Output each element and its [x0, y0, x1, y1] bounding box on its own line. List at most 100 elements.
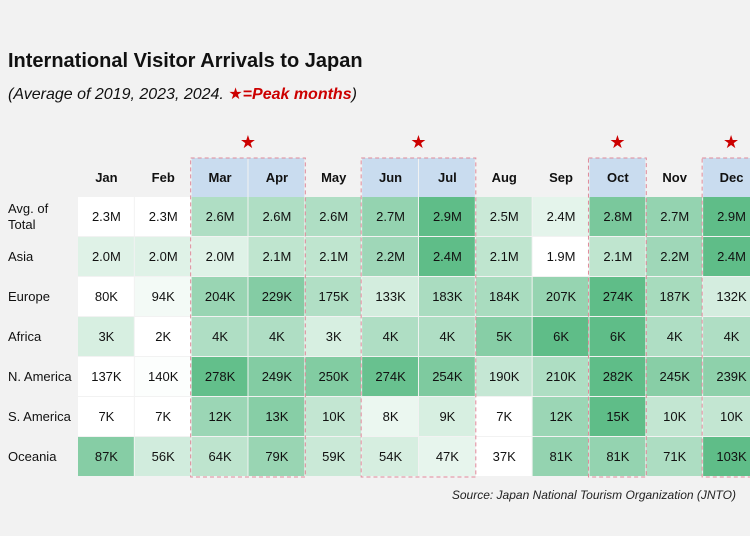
heatmap-cell: [418, 197, 475, 236]
heatmap-cell: [78, 277, 134, 316]
heatmap-cell: [703, 197, 750, 236]
cell-label: 2.9M: [717, 209, 746, 224]
column-header-aug: Aug: [492, 170, 517, 185]
heatmap-cell: [532, 397, 589, 436]
cell-label: 6K: [610, 329, 626, 344]
heatmap-cell: [589, 197, 646, 236]
heatmap-cell: [305, 197, 362, 236]
heatmap-cell: [362, 397, 418, 436]
heatmap-cell: [78, 317, 134, 356]
heatmap-cell: [78, 237, 134, 276]
heatmap-cell: [362, 277, 418, 316]
cell-label: 10K: [663, 409, 686, 424]
row-label-europe: Europe: [8, 289, 50, 304]
heatmap-cell: [703, 357, 750, 396]
peak-group-border: [587, 157, 647, 478]
heatmap-cell: [134, 277, 191, 316]
cell-label: 274K: [603, 289, 634, 304]
cell-label: 2.1M: [603, 249, 632, 264]
heatmap-cell: [134, 437, 191, 476]
heatmap-cell: [248, 357, 305, 396]
heatmap-cell: [305, 277, 362, 316]
cell-label: 2.7M: [660, 209, 689, 224]
cell-label: 5K: [496, 329, 512, 344]
heatmap-cell: [305, 237, 362, 276]
cell-label: 2.6M: [262, 209, 291, 224]
cell-label: 10K: [720, 409, 743, 424]
heatmap-cell: [475, 397, 532, 436]
cell-label: 274K: [375, 369, 406, 384]
heatmap-cell: [134, 317, 191, 356]
cell-label: 190K: [489, 369, 520, 384]
cell-label: 2.6M: [319, 209, 348, 224]
heatmap-cell: [134, 357, 191, 396]
heatmap-cell: [475, 357, 532, 396]
heatmap-cell: [589, 357, 646, 396]
row-label-n-america: N. America: [8, 369, 72, 384]
heatmap-cell: [191, 237, 248, 276]
cell-label: 140K: [148, 369, 179, 384]
cell-label: 7K: [496, 409, 512, 424]
heatmap-cell: [78, 397, 134, 436]
cell-label: 81K: [606, 449, 629, 464]
heatmap-cell: [646, 237, 703, 276]
heatmap-cell: [532, 357, 589, 396]
cell-label: 3K: [98, 329, 114, 344]
heatmap-cell: [589, 397, 646, 436]
heatmap-cell: [248, 437, 305, 476]
cell-label: 250K: [319, 369, 350, 384]
heatmap-cell: [191, 437, 248, 476]
column-header-jul: Jul: [438, 170, 457, 185]
cell-label: 47K: [436, 449, 459, 464]
cell-label: 254K: [432, 369, 463, 384]
cell-label: 2K: [155, 329, 171, 344]
cell-label: 87K: [95, 449, 118, 464]
cell-label: 15K: [606, 409, 629, 424]
row-label-s-america: S. America: [8, 409, 72, 424]
cell-label: 207K: [546, 289, 577, 304]
column-header-mar: Mar: [209, 170, 232, 185]
subtitle-star: ★: [228, 86, 243, 103]
cell-label: 64K: [209, 449, 232, 464]
cell-label: 132K: [716, 289, 747, 304]
cell-label: 56K: [152, 449, 175, 464]
heatmap-cell: [418, 237, 475, 276]
heatmap-cell: [362, 237, 418, 276]
heatmap-cell: [78, 197, 134, 236]
cell-label: 103K: [716, 449, 747, 464]
heatmap-cell: [589, 437, 646, 476]
cell-label: 2.3M: [149, 209, 178, 224]
heatmap-cell: [78, 357, 134, 396]
heatmap-cell: [646, 317, 703, 356]
row-label-africa: Africa: [8, 329, 42, 344]
peak-star-icon: ★: [240, 132, 256, 152]
cell-label: 2.7M: [376, 209, 405, 224]
cell-label: 4K: [724, 329, 740, 344]
cell-label: 4K: [667, 329, 683, 344]
column-header-apr: Apr: [266, 170, 288, 185]
peak-star-icon: ★: [410, 132, 426, 152]
column-header-bg-dec: [703, 158, 750, 197]
cell-label: 2.8M: [603, 209, 632, 224]
cell-label: 2.9M: [433, 209, 462, 224]
cell-label: 3K: [326, 329, 342, 344]
heatmap-cell: [248, 237, 305, 276]
cell-label: 7K: [155, 409, 171, 424]
heatmap-cell: [646, 277, 703, 316]
cell-label: 2.0M: [149, 249, 178, 264]
heatmap-cell: [703, 397, 750, 436]
heatmap-cell: [532, 197, 589, 236]
cell-label: 2.0M: [92, 249, 121, 264]
cell-label: 71K: [663, 449, 686, 464]
peak-star-icon: ★: [723, 132, 739, 152]
cell-label: 8K: [383, 409, 399, 424]
cell-label: 2.6M: [206, 209, 235, 224]
row-label-avg-line1: Avg. of: [8, 201, 49, 216]
cell-label: 2.4M: [547, 209, 576, 224]
subtitle-peak-label: =Peak months: [242, 86, 352, 103]
cell-label: 4K: [383, 329, 399, 344]
cell-label: 183K: [432, 289, 463, 304]
cell-label: 81K: [549, 449, 572, 464]
cell-label: 4K: [439, 329, 455, 344]
peak-group-border: [360, 157, 477, 478]
